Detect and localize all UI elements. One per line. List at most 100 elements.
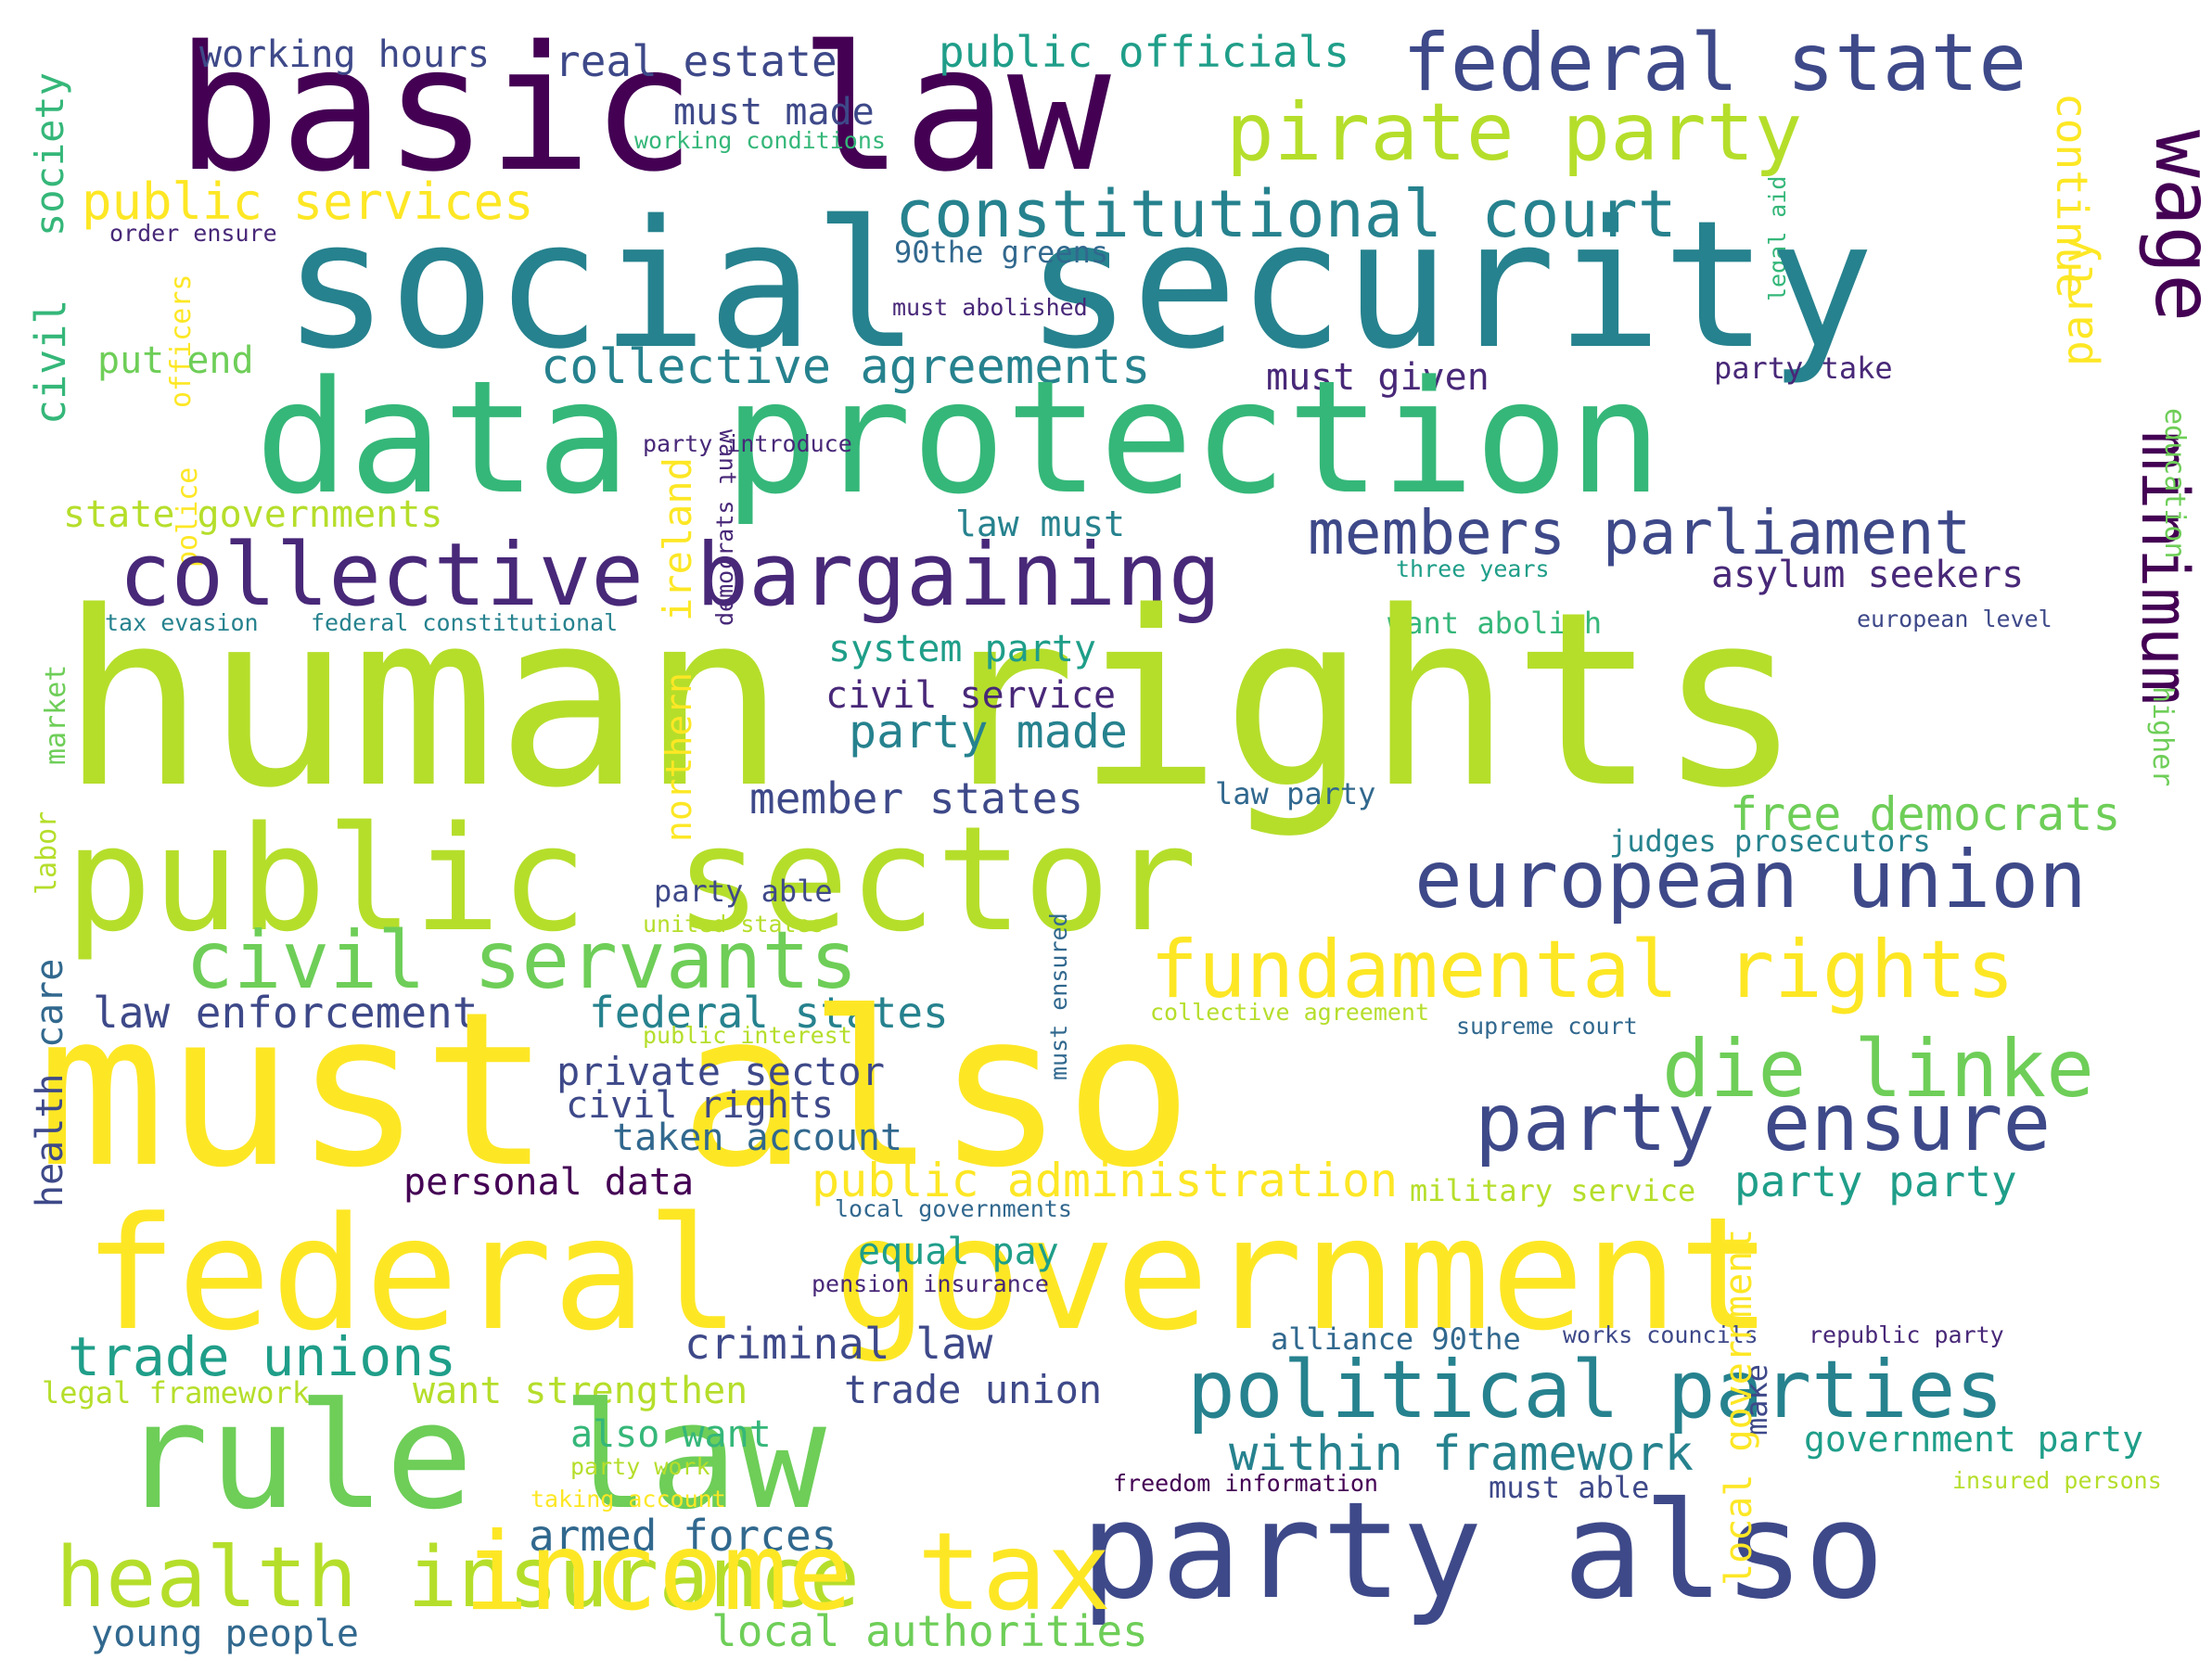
word-103: armed forces	[529, 1511, 837, 1561]
word-60: fundamental rights	[1150, 924, 2014, 1016]
word-93: rule law	[121, 1372, 827, 1542]
word-12: constitutional court	[895, 176, 1677, 252]
word-3: real estate	[555, 36, 837, 86]
word-16: 90the greens	[894, 235, 1108, 270]
word-38: asylum seekers	[1711, 554, 2024, 596]
word-86: works councils	[1563, 1321, 1758, 1348]
word-8: wage	[2137, 130, 2212, 322]
word-98: taking account	[531, 1486, 726, 1512]
word-57: party able	[654, 874, 833, 909]
word-23: party take	[1714, 351, 1893, 386]
word-46: civil service	[825, 674, 1116, 717]
word-33: law must	[955, 504, 1125, 544]
word-50: law party	[1215, 776, 1375, 811]
word-52: free democrats	[1730, 787, 2120, 841]
word-35: democrats	[711, 501, 738, 626]
word-39: tax evasion	[105, 609, 259, 636]
word-91: political parties	[1187, 1344, 2003, 1436]
word-54: judges prosecutors	[1609, 823, 1931, 859]
word-72: party ensure	[1475, 1077, 2051, 1169]
word-101: insured persons	[1952, 1467, 2162, 1494]
word-84: criminal law	[684, 1319, 993, 1369]
word-78: party party	[1734, 1156, 2017, 1206]
word-53: public sector	[65, 795, 1197, 964]
word-2: working hours	[199, 33, 490, 76]
word-106: income tax	[464, 1510, 1111, 1635]
word-64: federal states	[589, 988, 949, 1038]
word-102: party also	[1080, 1473, 1885, 1628]
word-83: trade unions	[68, 1325, 456, 1388]
word-65: public interest	[643, 1022, 852, 1049]
word-26: minimum	[2127, 431, 2203, 705]
word-42: european level	[1857, 606, 2052, 632]
word-15: social security	[283, 183, 1874, 388]
word-29: police	[172, 467, 204, 568]
word-40: federal constitutional	[311, 609, 618, 636]
word-0: basic law	[176, 8, 1111, 210]
word-70: private sector	[556, 1049, 885, 1094]
word-30: education	[2158, 408, 2191, 559]
word-25: party	[2052, 238, 2103, 366]
word-59: civil servants	[185, 914, 858, 1007]
word-5: must made	[673, 91, 875, 134]
word-21: collective agreements	[541, 339, 1150, 395]
word-92: make	[1739, 1364, 1774, 1436]
word-68: must also	[37, 967, 1193, 1215]
word-94: also want	[570, 1413, 772, 1456]
word-75: personal data	[403, 1161, 694, 1204]
word-1: federal state	[1402, 17, 2027, 109]
word-76: public administration	[812, 1154, 1398, 1207]
word-55: european union	[1414, 834, 2087, 926]
word-97: government party	[1804, 1419, 2143, 1460]
word-24: data protection	[255, 347, 1662, 529]
word-81: equal pay	[858, 1231, 1059, 1273]
word-67: supreme court	[1456, 1013, 1638, 1040]
word-73: health	[29, 1074, 71, 1208]
word-56: labor	[31, 811, 63, 895]
word-107: young people	[91, 1613, 359, 1655]
word-66: collective agreement	[1150, 999, 1429, 1026]
word-31: state governments	[63, 493, 442, 536]
word-77: military service	[1410, 1173, 1695, 1208]
word-74: taken account	[612, 1117, 902, 1159]
word-82: pension insurance	[812, 1270, 1049, 1297]
word-95: party work	[570, 1453, 710, 1480]
word-85: alliance 90the	[1271, 1321, 1521, 1357]
word-48: northern	[658, 672, 699, 842]
word-63: law enforcement	[93, 988, 478, 1038]
word-105: health insurance	[56, 1529, 860, 1627]
word-88: legal framework	[42, 1375, 310, 1410]
word-61: care	[29, 959, 71, 1048]
word-41: want abolish	[1387, 606, 1602, 641]
word-43: higher	[2146, 686, 2179, 786]
word-34: members parliament	[1308, 497, 1971, 568]
word-108: local authorities	[711, 1606, 1148, 1656]
word-19: must abolished	[892, 294, 1088, 321]
word-51: member states	[749, 773, 1083, 823]
word-10: society	[27, 72, 72, 236]
word-69: die linke	[1662, 1023, 2094, 1116]
word-90: trade union	[844, 1367, 1102, 1412]
word-9: continue	[2047, 93, 2097, 299]
word-32: ireland	[655, 457, 700, 621]
word-44: human rights	[60, 561, 1802, 841]
word-45: system party	[828, 628, 1096, 670]
word-27: party introduce	[643, 430, 852, 457]
word-89: want strengthen	[413, 1370, 748, 1412]
word-104: local government	[1718, 1229, 1760, 1586]
word-100: must able	[1489, 1470, 1649, 1505]
word-17: officers	[165, 274, 198, 409]
word-96: within framework	[1229, 1426, 1694, 1482]
word-14: legal aid	[1764, 176, 1791, 301]
word-37: three years	[1396, 555, 1550, 582]
word-79: local governments	[835, 1195, 1072, 1222]
word-20: put end	[97, 339, 254, 382]
word-18: civil	[26, 300, 75, 425]
word-4: public officials	[939, 27, 1349, 77]
word-7: pirate party	[1226, 86, 1802, 179]
word-87: republic party	[1809, 1321, 2004, 1348]
word-71: civil rights	[566, 1084, 834, 1127]
word-6: working conditions	[634, 127, 886, 154]
word-13: order ensure	[109, 220, 277, 247]
